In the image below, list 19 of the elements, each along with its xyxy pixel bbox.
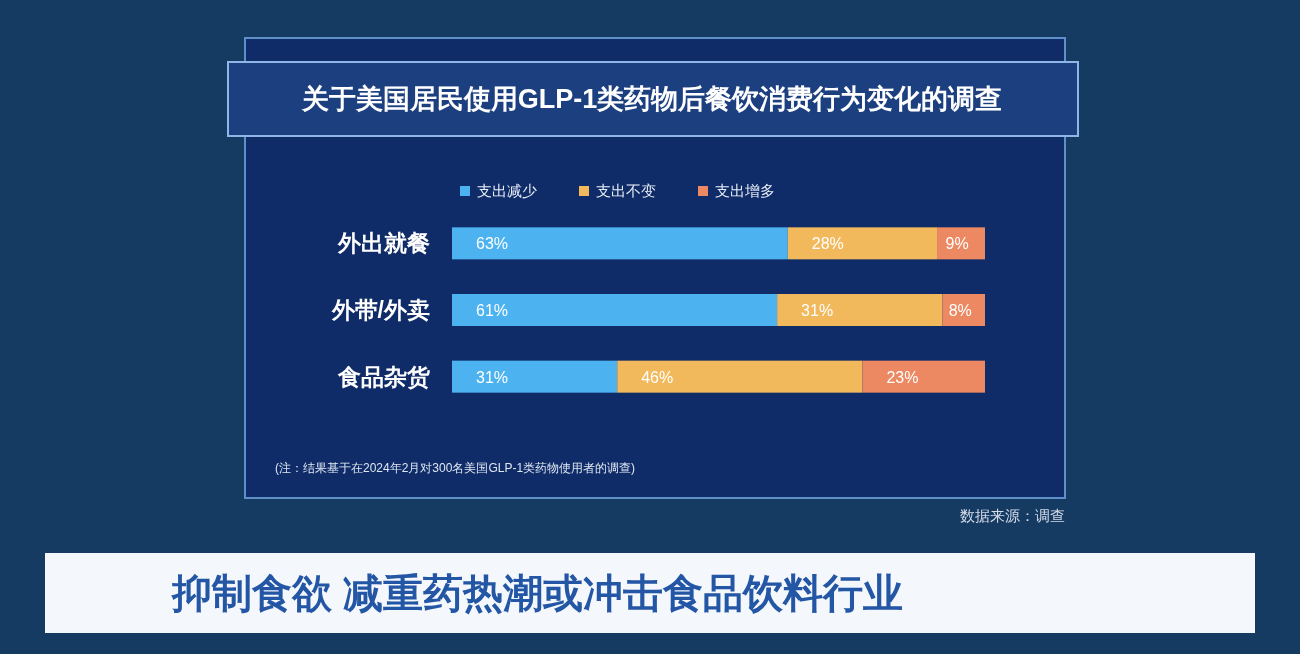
data-label: 28% bbox=[811, 235, 844, 253]
legend-label: 支出增多 bbox=[715, 182, 775, 199]
source-note: 数据来源：调查 bbox=[960, 507, 1065, 524]
data-label: 9% bbox=[945, 235, 969, 253]
legend-label: 支出不变 bbox=[596, 182, 656, 199]
data-label: 23% bbox=[886, 368, 919, 386]
chart-title: 关于美国居民使用GLP-1类药物后餐饮消费行为变化的调查 bbox=[300, 84, 1003, 114]
data-label: 31% bbox=[475, 368, 509, 386]
data-label: 46% bbox=[641, 368, 674, 386]
data-label: 61% bbox=[475, 302, 509, 319]
y-tick-label: 外出就餐 bbox=[337, 230, 430, 257]
y-tick-label: 外带/外卖 bbox=[330, 297, 430, 323]
text: 抑制食欲 减重药热潮或冲击食品饮料行业 bbox=[171, 571, 904, 615]
text: (注：结果基于在2024年2月对300名美国GLP-1类药物使用者的调查) bbox=[275, 461, 636, 475]
y-tick-label: 食品杂货 bbox=[337, 363, 430, 390]
data-label: 63% bbox=[475, 235, 509, 253]
data-label: 8% bbox=[948, 302, 972, 319]
legend-label: 支出减少 bbox=[477, 182, 537, 199]
data-label: 31% bbox=[801, 302, 834, 319]
